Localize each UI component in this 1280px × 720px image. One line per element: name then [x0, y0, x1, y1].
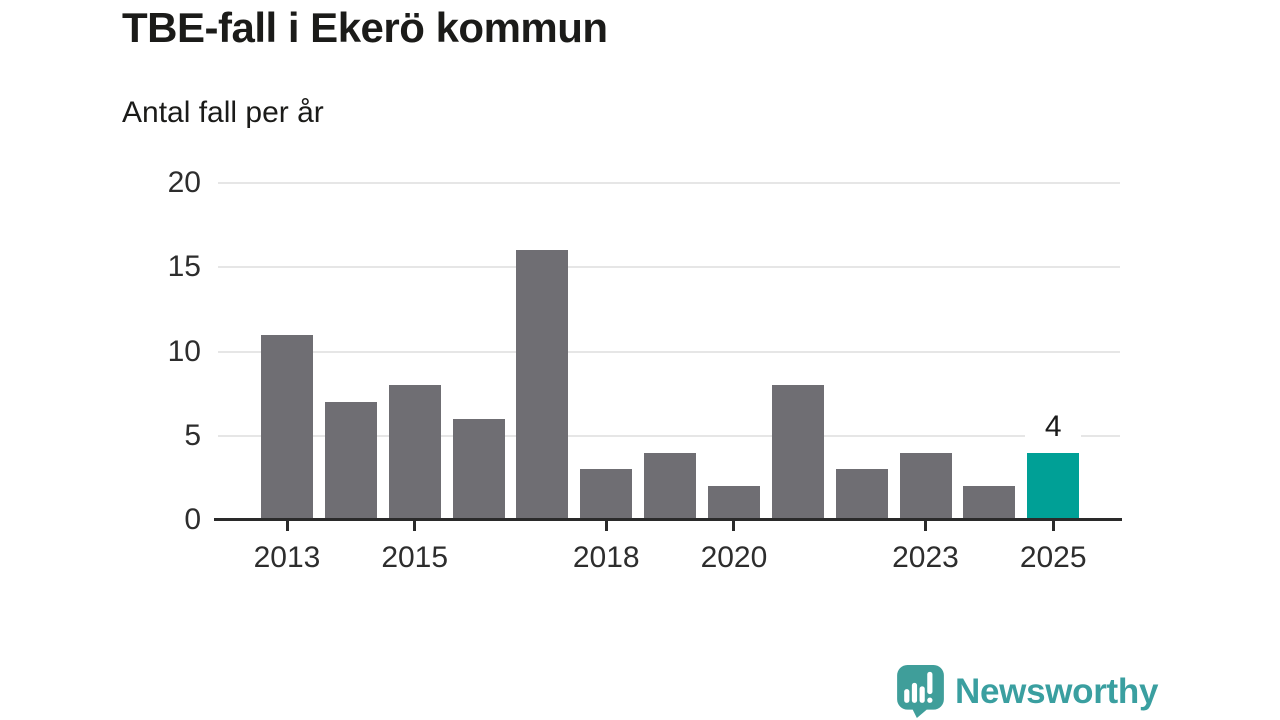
bar-2020: [707, 486, 760, 520]
bar-2015: [388, 385, 441, 520]
newsworthy-logo: Newsworthy: [897, 665, 1158, 718]
x-tick-mark-2023: [924, 521, 927, 531]
bar-2022: [835, 469, 888, 520]
x-tick-mark-2015: [413, 521, 417, 531]
bar-2018: [580, 469, 633, 520]
y-tick-label-15: 15: [167, 250, 201, 284]
bar-2016: [452, 418, 505, 520]
gridline-20: [218, 182, 1120, 184]
chart-subtitle: Antal fall per år: [122, 96, 324, 129]
x-tick-label-2015: 2015: [381, 541, 449, 574]
bar-2024: [963, 486, 1016, 520]
x-tick-mark-2020: [732, 521, 736, 531]
bar-2014: [324, 402, 377, 520]
bar-2019: [644, 452, 697, 520]
bar-2025: [1027, 452, 1080, 520]
bar-2021: [771, 385, 824, 520]
y-tick-label-5: 5: [184, 418, 201, 452]
y-tick-label-20: 20: [167, 166, 201, 199]
bar-2023: [899, 452, 952, 520]
x-tick-label-2023: 2023: [892, 541, 959, 574]
gridline-10: [218, 350, 1120, 353]
gridline-15: [218, 266, 1120, 269]
newsworthy-chart-bubble-icon: [897, 665, 944, 718]
bar-2017: [516, 250, 569, 520]
x-tick-label-2025: 2025: [1019, 541, 1087, 574]
newsworthy-logo-text: Newsworthy: [955, 671, 1159, 711]
x-tick-label-2020: 2020: [700, 541, 768, 574]
x-tick-mark-2013: [285, 521, 289, 531]
value-annotation: 4: [1025, 409, 1082, 445]
y-tick-label-10: 10: [167, 334, 201, 368]
x-tick-label-2013: 2013: [253, 541, 321, 574]
x-axis-line: [214, 518, 1122, 521]
gridline-5: [218, 434, 1120, 437]
bar-2013: [261, 334, 313, 520]
y-tick-label-0: 0: [184, 503, 201, 536]
x-tick-label-2018: 2018: [572, 541, 640, 574]
chart-title: TBE-fall i Ekerö kommun: [122, 4, 608, 51]
x-tick-mark-2018: [604, 521, 608, 531]
x-tick-mark-2025: [1051, 521, 1055, 531]
